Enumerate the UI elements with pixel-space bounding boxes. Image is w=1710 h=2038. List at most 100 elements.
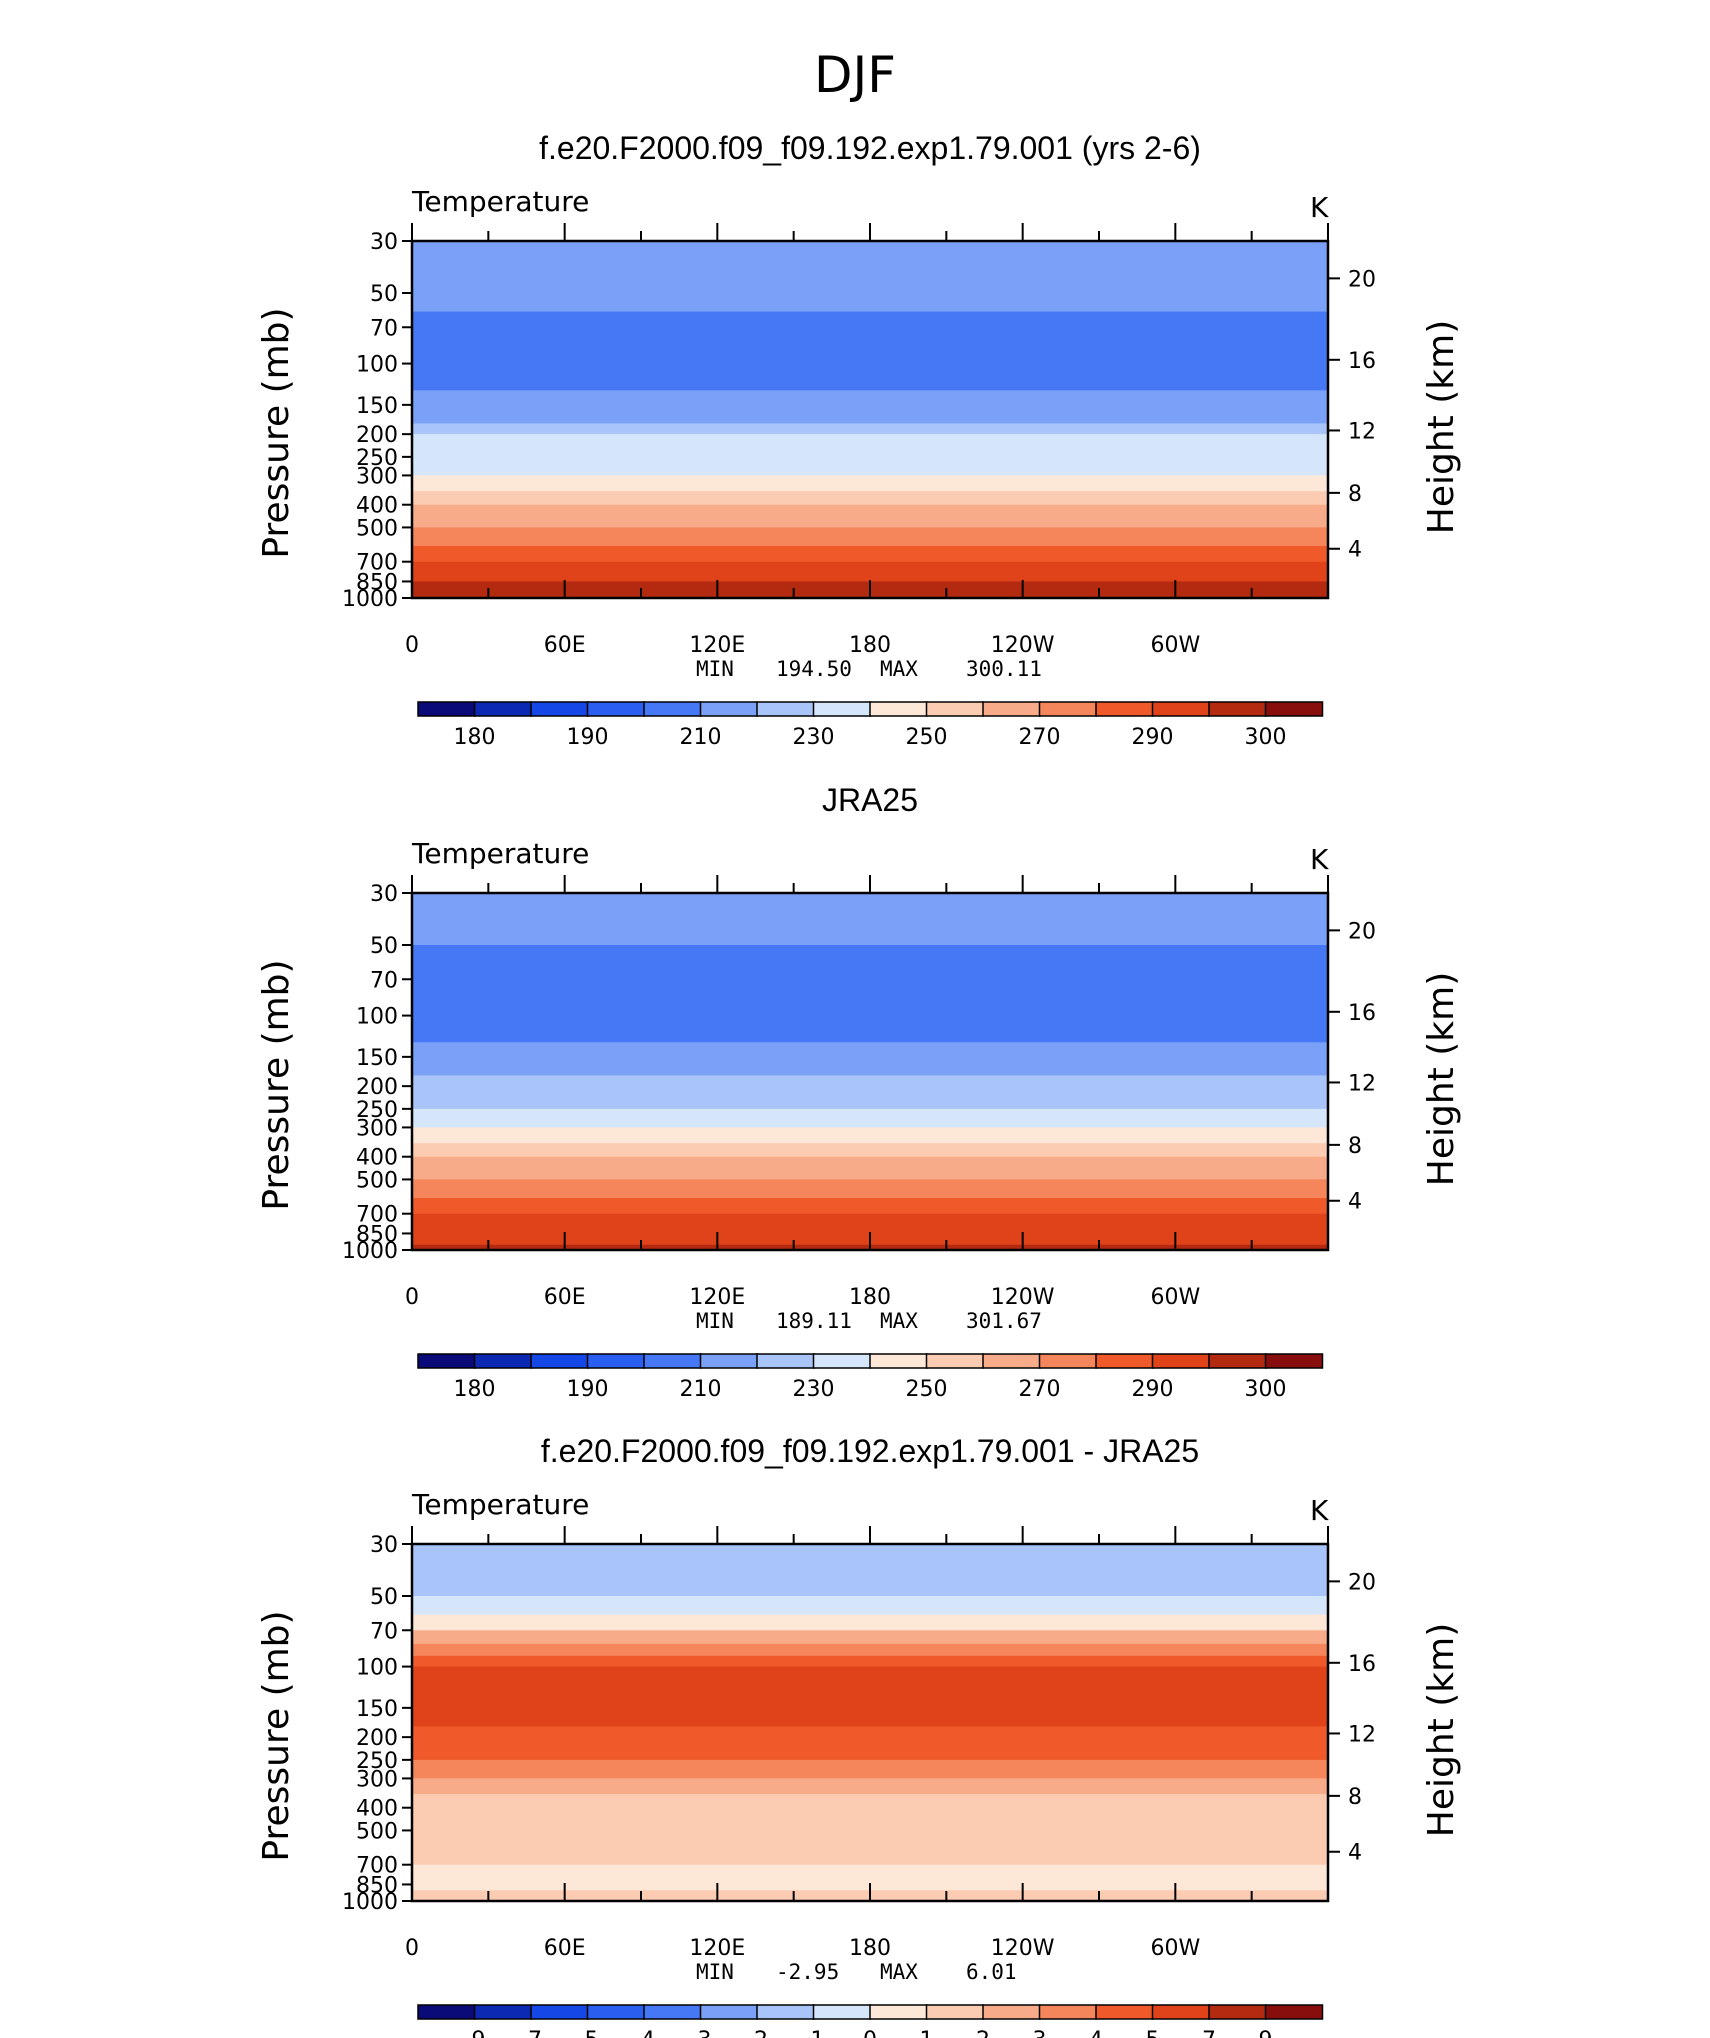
- colorbar-swatch: [756, 2004, 815, 2020]
- contour-band: [412, 404, 1328, 425]
- y-tick-label: 500: [356, 1819, 398, 1844]
- contour-band: [412, 1056, 1328, 1077]
- y-tick-label: 200: [356, 423, 398, 448]
- contour-band: [412, 893, 1328, 924]
- colorbar-label: 300: [1245, 1377, 1287, 1402]
- y-tick-label: 1000: [342, 1239, 398, 1264]
- panel-model: f.e20.F2000.f09_f09.192.exp1.79.001 (yrs…: [256, 130, 1462, 750]
- contour-band: [412, 491, 1328, 506]
- y2-tick-label: 8: [1348, 1785, 1362, 1810]
- colorbar-swatch: [1038, 1353, 1098, 1369]
- colorbar-label: 250: [906, 1377, 948, 1402]
- colorbar-swatch: [699, 2004, 759, 2020]
- y-tick-label: 30: [370, 230, 398, 255]
- colorbar-swatch: [982, 2004, 1041, 2020]
- x-tick-label: 180: [849, 1936, 891, 1961]
- contour-band: [412, 561, 1328, 583]
- y2-tick-label: 12: [1348, 1071, 1376, 1096]
- y-tick-label: 50: [370, 1585, 398, 1610]
- colorbar-label: -4: [633, 2028, 655, 2038]
- min-value: -2.95: [776, 1960, 839, 1984]
- colorbar-swatch: [925, 701, 985, 717]
- min-label: MIN: [696, 1309, 734, 1333]
- min-value: 194.50: [776, 657, 852, 681]
- y-tick-label: 500: [356, 1168, 398, 1193]
- colorbar-swatch: [473, 1353, 533, 1369]
- y-tick-label: 200: [356, 1075, 398, 1100]
- colorbar-swatch: [869, 701, 928, 717]
- y2-tick-label: 20: [1348, 267, 1376, 292]
- colorbar-swatch: [1095, 2004, 1154, 2020]
- colorbar-swatch: [925, 2004, 985, 2020]
- contour-band: [412, 1015, 1328, 1044]
- colorbar-swatch: [812, 1353, 872, 1369]
- contour-band: [412, 1864, 1328, 1880]
- colorbar-swatch: [473, 2004, 533, 2020]
- colorbar-label: 300: [1245, 725, 1287, 750]
- contour-band: [412, 1666, 1328, 1695]
- x-tick-label: 60E: [544, 633, 586, 658]
- colorbar-label: 270: [1019, 1377, 1061, 1402]
- y-tick-label: 300: [356, 464, 398, 489]
- colorbar-swatch: [1095, 701, 1154, 717]
- y2-tick-label: 4: [1348, 1190, 1362, 1215]
- colorbar-label: 3: [1033, 2028, 1047, 2038]
- contour-band: [412, 1042, 1328, 1058]
- colorbar-swatch: [417, 701, 476, 717]
- y2-tick-label: 20: [1348, 919, 1376, 944]
- contour-band: [412, 1737, 1328, 1761]
- y-axis-label: Pressure (mb): [256, 959, 297, 1210]
- contour-band: [412, 1198, 1328, 1215]
- units-label: K: [1310, 843, 1329, 876]
- max-value: 300.11: [966, 657, 1042, 681]
- contour-band: [412, 1778, 1328, 1795]
- y-tick-label: 50: [370, 282, 398, 307]
- colorbar-swatch: [1208, 701, 1267, 717]
- contour-band: [412, 390, 1328, 406]
- colorbar: -9 -7 -5 -4 -3 -2 -1 0 1 2 3 4 5 7 9: [417, 2004, 1324, 2038]
- figure-title: DJF: [814, 46, 896, 104]
- colorbar-swatch: [982, 1353, 1041, 1369]
- colorbar-swatch: [1151, 701, 1211, 717]
- contour-band: [412, 423, 1328, 435]
- contour-band: [412, 311, 1328, 329]
- y2-tick-label: 16: [1348, 349, 1376, 374]
- max-value: 301.67: [966, 1309, 1042, 1333]
- y-tick-label: 250: [356, 1749, 398, 1774]
- contour-band: [412, 1108, 1328, 1129]
- y-tick-label: 400: [356, 494, 398, 519]
- y-tick-label: 200: [356, 1726, 398, 1751]
- units-label: K: [1310, 1494, 1329, 1527]
- colorbar-label: 230: [793, 725, 835, 750]
- colorbar-label: 7: [1202, 2028, 1216, 2038]
- contour-band: [412, 1849, 1328, 1866]
- x-tick-label: 120E: [689, 1285, 745, 1310]
- colorbar-swatch: [1208, 2004, 1267, 2020]
- x-tick-label: 60W: [1150, 633, 1200, 658]
- colorbar-label: 210: [680, 1377, 722, 1402]
- colorbar-label: 290: [1132, 1377, 1174, 1402]
- y-tick-label: 150: [356, 1697, 398, 1722]
- colorbar-label: -9: [464, 2028, 486, 2038]
- colorbar-swatch: [473, 701, 533, 717]
- contour-band: [412, 945, 1328, 981]
- min-label: MIN: [696, 657, 734, 681]
- colorbar-label: 180: [454, 725, 496, 750]
- colorbar-label: 180: [454, 1377, 496, 1402]
- colorbar-swatch: [699, 701, 759, 717]
- colorbar-swatch: [586, 2004, 646, 2020]
- colorbar-swatch: [1264, 2004, 1324, 2020]
- max-label: MAX: [880, 1960, 918, 1984]
- contour-band: [412, 270, 1328, 294]
- panel-title: f.e20.F2000.f09_f09.192.exp1.79.001 - JR…: [541, 1433, 1199, 1469]
- colorbar-swatch: [417, 1353, 476, 1369]
- contour-band: [412, 1630, 1328, 1645]
- x-tick-label: 120W: [991, 1285, 1055, 1310]
- colorbar-swatch: [869, 2004, 928, 2020]
- colorbar-swatch: [643, 2004, 702, 2020]
- colorbar-label: 9: [1259, 2028, 1273, 2038]
- colorbar-label: 230: [793, 1377, 835, 1402]
- y-tick-label: 150: [356, 1046, 398, 1071]
